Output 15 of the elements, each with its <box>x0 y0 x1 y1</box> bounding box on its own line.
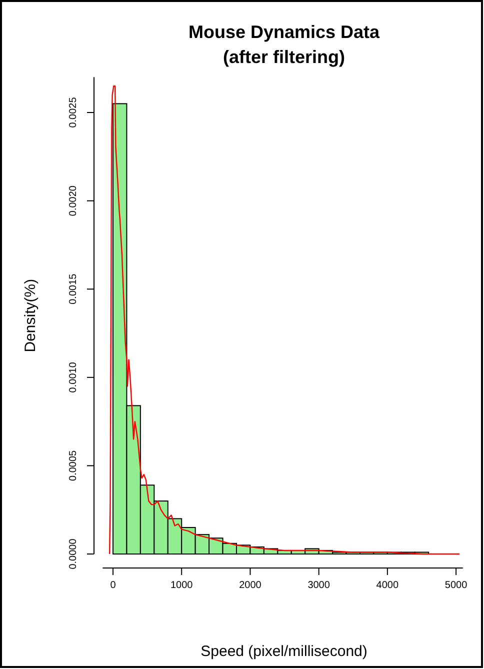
y-tick-label: 0.0025 <box>68 96 79 128</box>
y-axis-title: Density(%) <box>22 278 39 352</box>
x-tick-label: 2000 <box>239 580 262 591</box>
y-tick-label: 0.0015 <box>68 273 79 304</box>
x-tick-label: 3000 <box>308 580 330 591</box>
x-tick-label: 4000 <box>376 580 399 591</box>
x-tick-label: 1000 <box>170 580 194 591</box>
y-tick-label: 0.0020 <box>68 185 79 216</box>
y-tick-label: 0.0005 <box>68 450 79 481</box>
x-tick-label: 5000 <box>444 580 468 591</box>
x-tick-label: 0 <box>110 580 116 591</box>
x-axis-title: Speed (pixel/millisecond) <box>200 643 368 660</box>
chart-title: Mouse Dynamics Data (after filtering) <box>188 22 381 67</box>
y-tick-label: 0.0000 <box>68 538 79 570</box>
y-tick-label: 0.0010 <box>68 362 79 393</box>
